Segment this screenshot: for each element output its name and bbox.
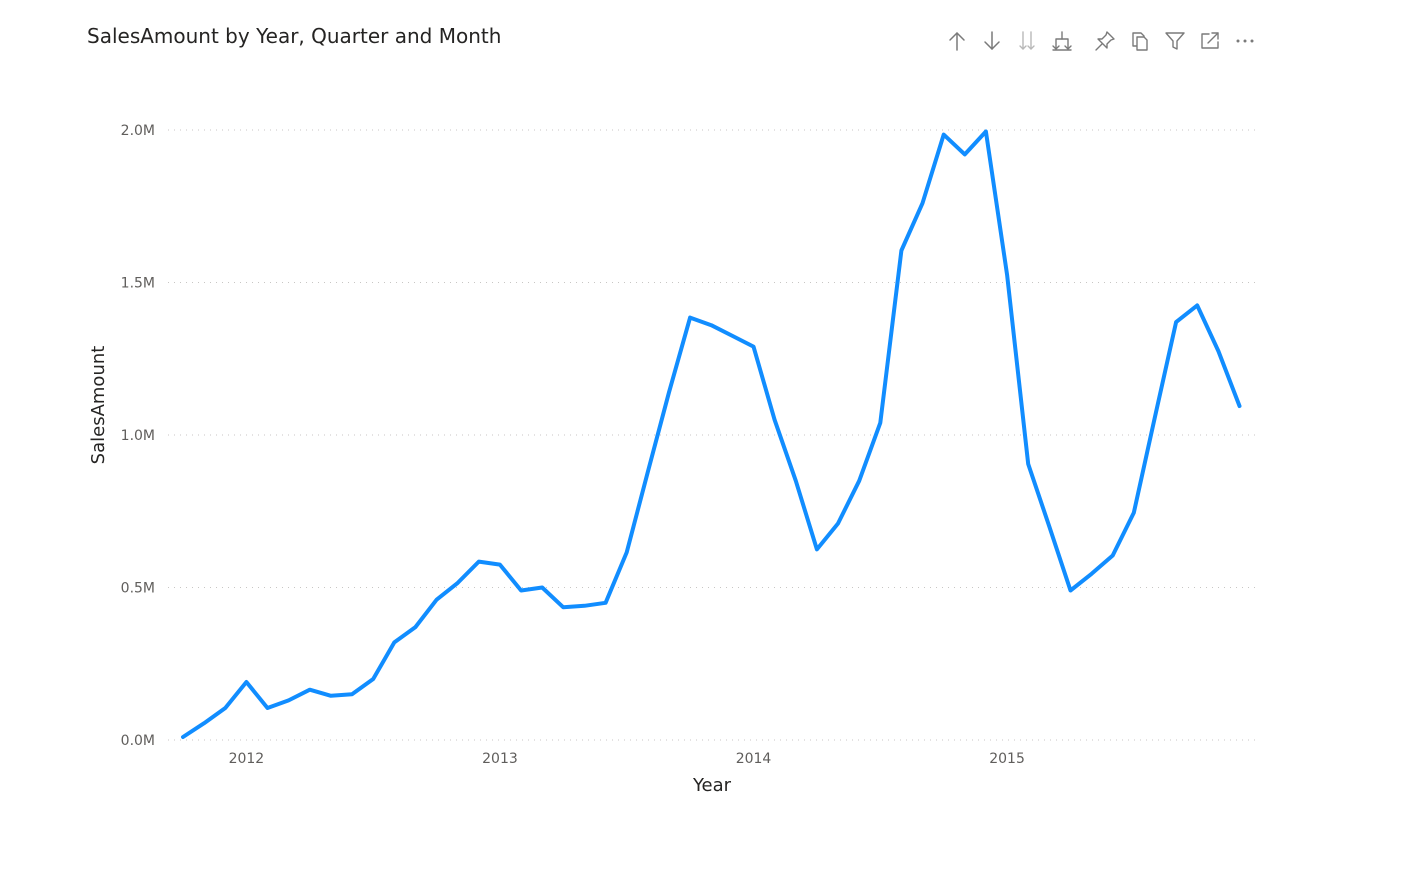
data-point[interactable] [536,582,548,594]
funnel-icon [1165,32,1185,50]
data-point[interactable] [917,197,929,209]
visual-header-toolbar [942,26,1265,56]
data-point[interactable] [895,245,907,257]
data-point[interactable] [557,601,569,613]
data-point[interactable] [642,466,654,478]
y-tick-label: 0.0M [121,733,155,749]
data-point[interactable] [494,559,506,571]
data-point[interactable] [959,148,971,160]
data-point[interactable] [1001,269,1013,281]
chart-title: SalesAmount by Year, Quarter and Month [87,24,502,48]
expand-all-down-button[interactable] [1047,26,1077,56]
data-point[interactable] [431,594,443,606]
data-point[interactable] [240,676,252,688]
data-point[interactable] [367,673,379,685]
data-point[interactable] [1212,345,1224,357]
data-point[interactable] [1022,458,1034,470]
data-point[interactable] [790,475,802,487]
data-point[interactable] [811,543,823,555]
y-axis: 0.0M 0.5M 1.0M 1.5M 2.0M [121,123,155,749]
data-point[interactable] [515,585,527,597]
y-tick-label: 2.0M [121,123,155,139]
y-tick-label: 0.5M [121,581,155,597]
more-options-icon [1236,39,1254,43]
focus-mode-button[interactable] [1195,26,1225,56]
copy-icon [1132,32,1148,51]
drill-down-icon [984,31,1000,50]
data-point[interactable] [1191,299,1203,311]
data-point[interactable] [853,475,865,487]
expand-all-down-icon [1052,31,1072,51]
pin-icon [1095,31,1115,51]
data-point[interactable] [600,597,612,609]
data-point[interactable] [1065,585,1077,597]
data-point[interactable] [748,341,760,353]
data-point[interactable] [346,688,358,700]
pin-visual-button[interactable] [1090,26,1120,56]
go-to-next-level-icon [1019,31,1035,50]
data-point[interactable] [579,600,591,612]
go-to-next-level-button[interactable] [1012,26,1042,56]
drill-down-button[interactable] [977,26,1007,56]
x-axis-title: Year [692,775,732,796]
x-tick-label: 2015 [989,751,1025,767]
drill-up-button[interactable] [942,26,972,56]
data-point[interactable] [621,546,633,558]
data-point[interactable] [726,330,738,342]
x-tick-label: 2013 [482,751,518,767]
drill-up-icon [949,32,965,51]
data-point[interactable] [1107,550,1119,562]
series-layer [177,126,1246,743]
data-point[interactable] [198,717,210,729]
data-point[interactable] [705,319,717,331]
data-point[interactable] [1128,507,1140,519]
focus-mode-icon [1201,32,1219,49]
gridlines [168,129,1256,741]
data-point[interactable] [473,556,485,568]
data-point[interactable] [832,518,844,530]
data-point[interactable] [980,126,992,138]
data-point[interactable] [388,636,400,648]
x-tick-label: 2014 [736,751,772,767]
filter-button[interactable] [1160,26,1190,56]
data-point[interactable] [874,417,886,429]
x-axis: 2012 2013 2014 2015 [229,751,1025,767]
data-point[interactable] [1234,400,1246,412]
data-point[interactable] [283,694,295,706]
copy-visual-button[interactable] [1125,26,1155,56]
data-point[interactable] [663,386,675,398]
data-point[interactable] [1086,568,1098,580]
data-point[interactable] [769,414,781,426]
data-point[interactable] [177,731,189,743]
data-point[interactable] [325,690,337,702]
data-point[interactable] [219,702,231,714]
series-line-salesamount[interactable] [181,129,1242,739]
data-point[interactable] [1149,411,1161,423]
y-tick-label: 1.0M [121,428,155,444]
data-point[interactable] [262,702,274,714]
data-point[interactable] [409,621,421,633]
x-tick-label: 2012 [229,751,265,767]
y-tick-label: 1.5M [121,276,155,292]
more-options-button[interactable] [1230,26,1260,56]
data-point[interactable] [938,129,950,141]
data-point[interactable] [452,577,464,589]
data-point[interactable] [304,684,316,696]
data-point[interactable] [684,312,696,324]
y-axis-title: SalesAmount [88,346,109,465]
data-point[interactable] [1043,521,1055,533]
data-point[interactable] [1170,316,1182,328]
